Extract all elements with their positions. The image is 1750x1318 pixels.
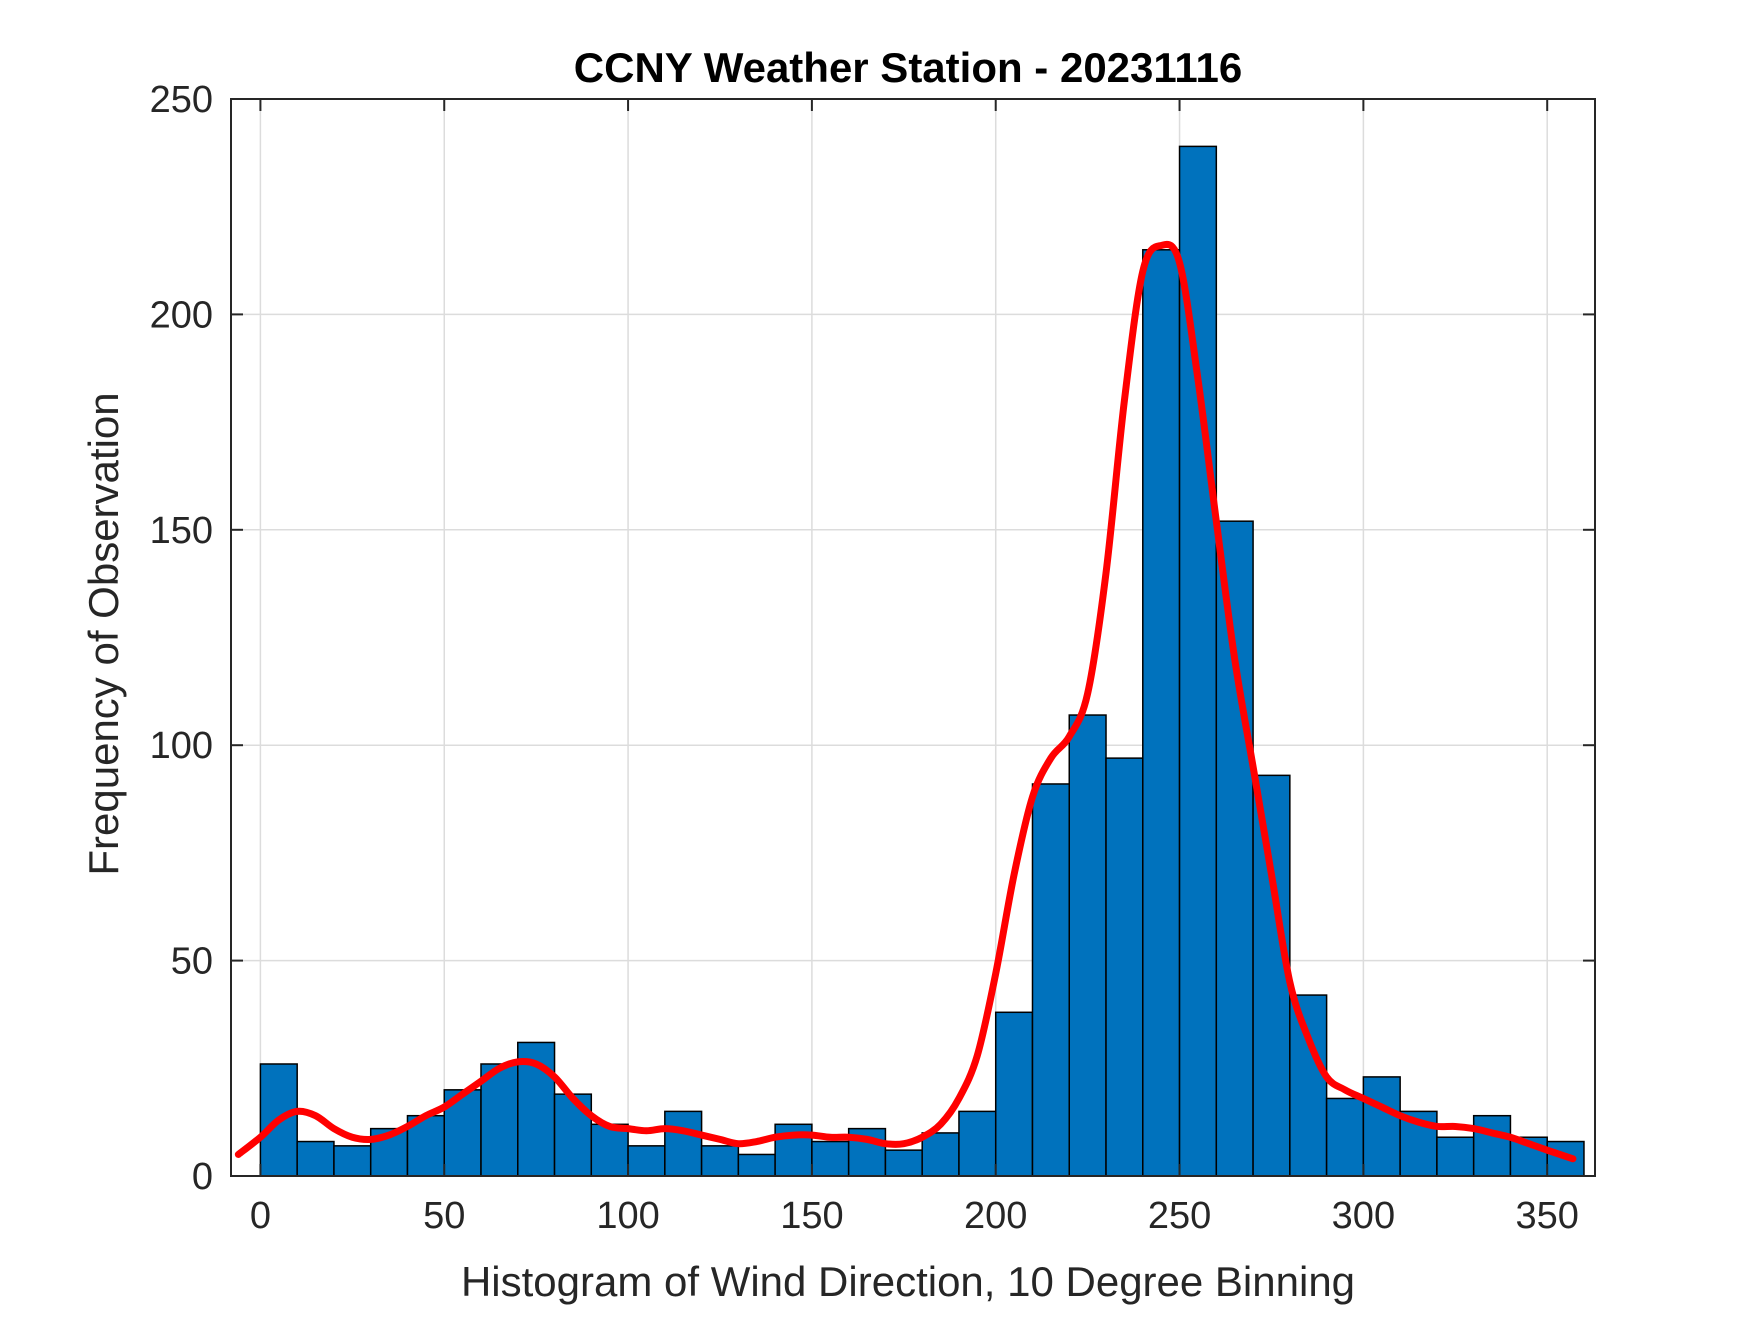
- histogram-bar: [1436, 1136, 1475, 1177]
- grid-lines: [231, 98, 1595, 1177]
- y-tick-label: 150: [150, 510, 213, 552]
- x-tick-label: 150: [780, 1195, 843, 1237]
- histogram-bar: [884, 1149, 923, 1177]
- axes-box: [230, 98, 1596, 1177]
- chart-title: CCNY Weather Station - 20231116: [574, 44, 1242, 91]
- histogram-bar: [1289, 994, 1328, 1177]
- histogram-bar: [333, 1145, 372, 1177]
- histogram-bar: [700, 1145, 740, 1177]
- x-tick-label: 0: [250, 1195, 271, 1237]
- histogram-bar: [737, 1153, 776, 1177]
- histogram-bar: [1142, 249, 1181, 1177]
- histogram-bar: [958, 1110, 997, 1177]
- y-tick-label: 0: [192, 1156, 213, 1198]
- y-tick-label: 50: [171, 941, 213, 983]
- plot-frame: [230, 98, 1596, 1177]
- y-tick-label: 100: [150, 725, 213, 767]
- x-tick-label: 250: [1148, 1195, 1211, 1237]
- histogram-bar: [1325, 1097, 1365, 1177]
- y-tick-label: 250: [150, 79, 213, 121]
- x-tick-label: 100: [596, 1195, 659, 1237]
- histogram-bar: [1068, 714, 1107, 1177]
- x-tick-label: 300: [1332, 1195, 1395, 1237]
- histogram-bar: [811, 1140, 850, 1177]
- histogram-bar: [1031, 783, 1071, 1177]
- y-tick-labels: 0 50 100 150 200 250: [150, 79, 213, 1198]
- histogram-bar: [1472, 1114, 1512, 1177]
- x-tick-label: 50: [423, 1195, 465, 1237]
- histogram-bar: [664, 1110, 703, 1177]
- density-curve-line: [234, 240, 1577, 1163]
- x-tick-labels: 0 50 100 150 200 250 300 350: [250, 1195, 1579, 1237]
- density-curve: [234, 240, 1577, 1163]
- histogram-bar: [1105, 757, 1144, 1177]
- x-axis-label: Histogram of Wind Direction, 10 Degree B…: [461, 1258, 1355, 1305]
- y-axis-label: Frequency of Observation: [80, 392, 127, 875]
- x-tick-label: 350: [1516, 1195, 1579, 1237]
- histogram-bar: [590, 1123, 629, 1177]
- histogram-bar: [1252, 774, 1291, 1177]
- x-tick-label: 200: [964, 1195, 1027, 1237]
- histogram-bars: [259, 145, 1585, 1177]
- histogram-bar: [296, 1140, 335, 1177]
- y-tick-label: 200: [150, 294, 213, 336]
- histogram-bar: [994, 1011, 1034, 1177]
- histogram-bar: [627, 1145, 666, 1177]
- histogram-bar: [1178, 145, 1218, 1177]
- histogram-bar: [1362, 1076, 1401, 1177]
- histogram-bar: [921, 1132, 960, 1177]
- histogram-bar: [1215, 520, 1254, 1177]
